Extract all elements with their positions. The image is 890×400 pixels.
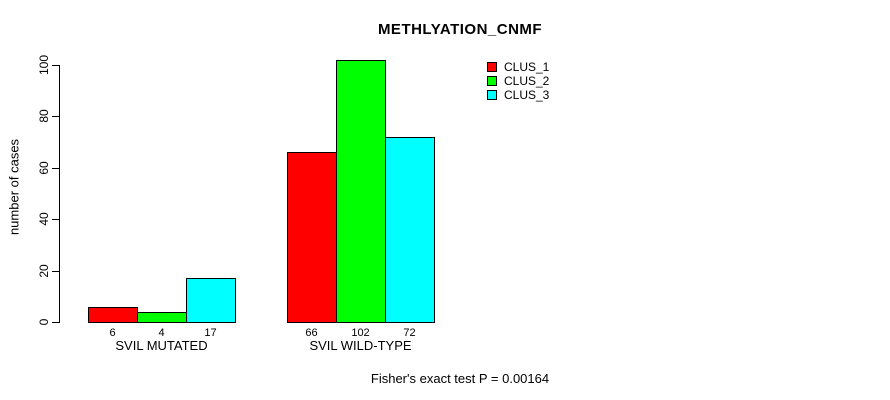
legend-label: CLUS_1 [504, 60, 550, 74]
bar-clus_2-1 [137, 311, 187, 323]
category-label: SVIL WILD-TYPE [309, 338, 412, 353]
bar-clus_3-1 [186, 278, 236, 323]
bar-clus_3-2 [385, 136, 435, 323]
bar-value-label: 72 [403, 327, 416, 339]
bar-clus_1-1 [88, 306, 138, 323]
legend-swatch-clus_3 [487, 90, 497, 100]
legend-label: CLUS_2 [504, 74, 550, 88]
legend-swatch-clus_1 [487, 62, 497, 72]
legend-row-clus_1: CLUS_1 [487, 60, 549, 74]
bar-value-label: 6 [109, 327, 116, 339]
bar-value-label: 102 [351, 327, 370, 339]
y-axis-tick-label-text: 20 [37, 264, 51, 278]
legend-row-clus_3: CLUS_3 [487, 88, 549, 102]
category-label: SVIL MUTATED [115, 338, 208, 353]
bar-value-label: 17 [204, 327, 217, 339]
y-axis-tick [52, 271, 59, 272]
y-axis-line [59, 65, 60, 323]
y-axis-tick [52, 116, 59, 117]
bar-value-label: 66 [305, 327, 318, 339]
y-axis-tick-label-text: 80 [37, 109, 51, 123]
legend: CLUS_1 CLUS_2 CLUS_3 [487, 60, 549, 102]
y-axis-tick [52, 219, 59, 220]
bar-value-label: 4 [158, 327, 165, 339]
y-axis-tick [52, 322, 59, 323]
legend-label: CLUS_3 [504, 88, 550, 102]
y-axis-tick-label-text: 40 [37, 212, 51, 226]
legend-row-clus_2: CLUS_2 [487, 74, 549, 88]
y-axis-tick-label-text: 0 [37, 318, 51, 326]
bar-clus_1-2 [287, 152, 337, 323]
y-axis-label-text: number of cases [6, 138, 22, 236]
y-axis-tick [52, 65, 59, 66]
legend-swatch-clus_2 [487, 76, 497, 86]
y-axis-tick [52, 168, 59, 169]
bar-clus_2-2 [336, 59, 386, 323]
y-axis-tick-label-text: 60 [37, 161, 51, 175]
chart-title: METHLYATION_CNMF [377, 21, 543, 38]
fisher-test-annotation: Fisher's exact test P = 0.00164 [370, 371, 550, 386]
y-axis-tick-label-text: 100 [37, 54, 51, 76]
